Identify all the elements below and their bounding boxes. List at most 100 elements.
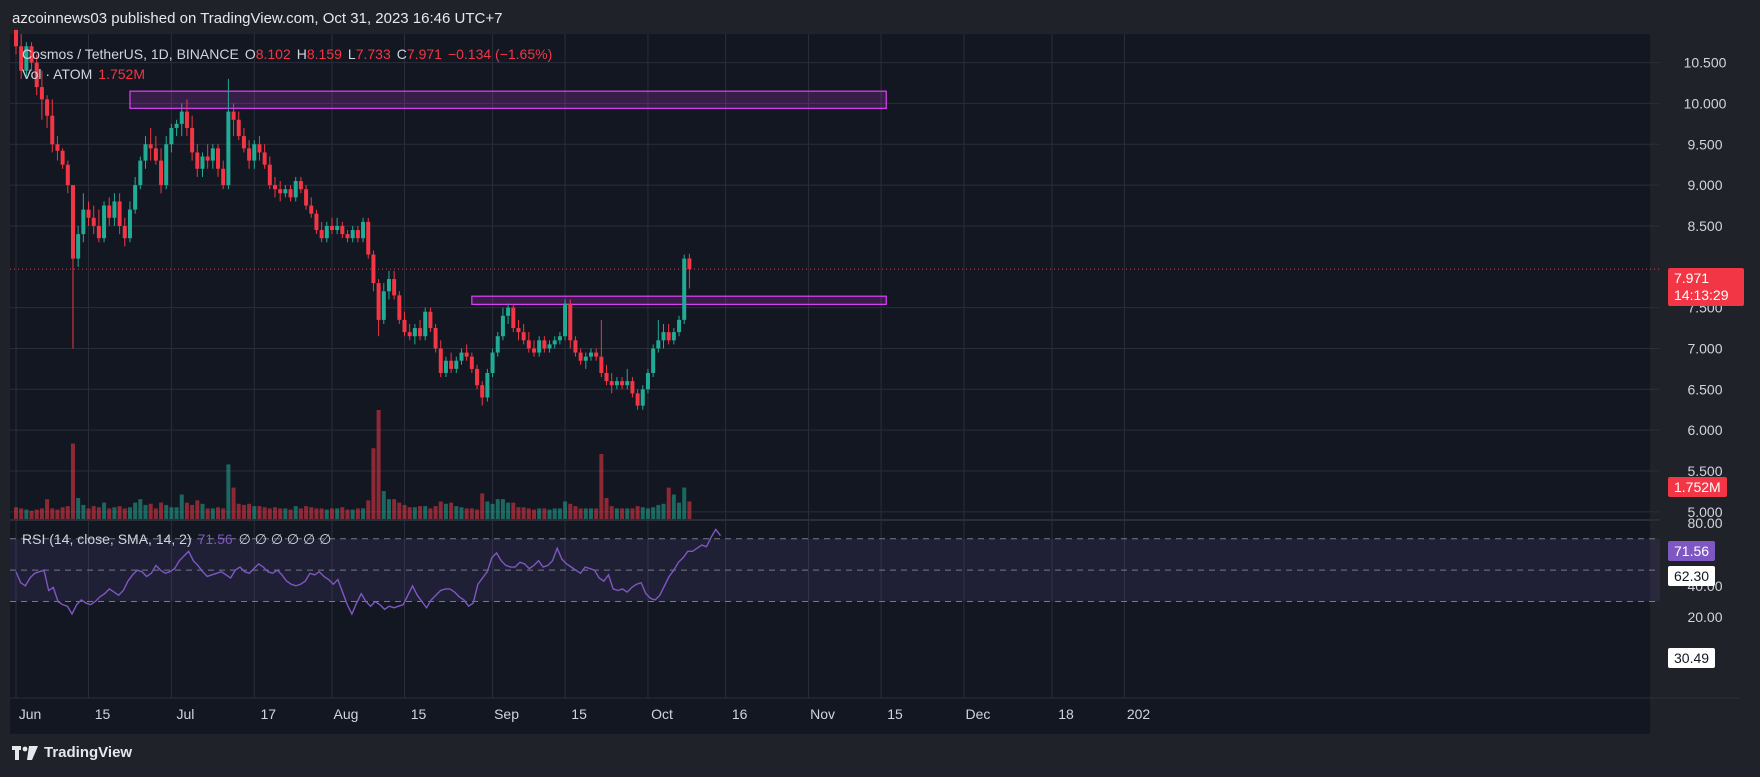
volume-bar [65,506,70,520]
price-tick-label: 6.500 [1687,381,1722,397]
volume-bar [50,508,55,520]
price-tick-label: 10.000 [1684,95,1727,111]
volume-bar [526,508,531,520]
volume-bar [656,504,661,520]
low-label: L [347,46,356,62]
tradingview-logo-icon[interactable] [12,745,38,760]
volume-bar [614,508,619,520]
volume-bar [190,504,195,520]
volume-bar [454,506,459,520]
price-axis-panel [1660,34,1740,734]
candle-body [557,336,562,341]
volume-bar [164,504,169,520]
volume-bar [687,501,692,520]
candle-body [402,319,407,333]
volume-bar [397,502,402,520]
volume-bar [485,501,490,520]
price-tick-label: 6.000 [1687,422,1722,438]
volume-bar [117,506,122,520]
candle-body [630,381,635,394]
candle-body [14,29,18,47]
volume-bar [60,507,65,520]
volume-bar [112,507,117,520]
candle-body [340,225,345,235]
candle-body [247,148,252,161]
candle-body [96,225,101,239]
candle-body [537,340,542,353]
candle-body [24,46,29,71]
rsi-legend-value: 71.56 [197,531,233,547]
volume-bar [138,499,143,520]
volume-bar [14,507,18,520]
volume-bar [45,499,50,520]
volume-bar [278,508,283,520]
volume-bar [490,503,495,520]
candle-body [262,152,267,165]
volume-bar [195,500,200,520]
volume-bar [350,509,355,520]
volume-bar [247,503,252,520]
volume-bar [588,508,593,520]
candle-body [39,87,44,100]
volume-bar [304,506,309,520]
time-tick-label: 16 [732,706,748,722]
candle-body [620,381,625,386]
volume-bar [511,502,516,520]
candle-body [65,164,70,186]
symbol-label[interactable]: Cosmos / TetherUS, 1D, BINANCE [22,46,239,62]
volume-bars [14,410,692,520]
candle-body [278,189,283,194]
rsi-label[interactable]: RSI (14, close, SMA, 14, 2) [22,531,192,547]
candle-body [81,209,86,235]
volume-bar [262,507,267,520]
candle-body [288,189,293,198]
candle-body [480,385,485,398]
rsi-legend: RSI (14, close, SMA, 14, 2) 71.56 ∅ ∅ ∅ … [22,531,331,548]
low-value: 7.733 [355,46,391,62]
candle-body [428,311,433,329]
candle-body [324,225,329,239]
rsi-lower-badge: 30.49 [1668,648,1716,668]
candle-body [687,258,692,270]
candle-body [70,185,75,259]
candle-body [542,340,547,349]
volume-bar [459,507,464,520]
volume-bar [506,502,511,520]
candle-body [661,332,666,341]
footer-brand[interactable]: TradingView [44,744,133,761]
volume-bar [24,509,29,520]
volume-bar [433,506,438,520]
time-tick-label: 18 [1058,706,1074,722]
candle-body [205,156,210,161]
volume-label[interactable]: Vol · ATOM [22,66,93,82]
volume-bar [521,507,526,520]
volume-bar [210,508,215,520]
zone-rect [129,90,887,109]
volume-value: 1.752M [98,66,145,82]
candle-body [76,234,81,259]
volume-bar [216,507,221,520]
candle-body [283,189,288,194]
volume-bar [361,508,366,520]
volume-bar [552,508,557,520]
high-value: 8.159 [306,46,342,62]
volume-bar [635,506,640,520]
volume-bar [241,504,246,520]
candle-body [127,209,132,239]
volume-bar [547,509,552,520]
volume-bar [428,508,433,520]
volume-bar [381,491,386,520]
time-tick-label: Dec [965,706,990,722]
volume-bar [200,503,205,520]
volume-bar [55,509,60,520]
candle-body [169,127,174,145]
volume-bar [179,494,184,520]
candle-body [547,344,552,349]
volume-bar [407,507,412,520]
volume-bar [500,499,505,520]
time-tick-label: 15 [571,706,587,722]
volume-bar [532,509,536,520]
chart-background [10,34,1650,734]
volume-bar [169,507,174,520]
